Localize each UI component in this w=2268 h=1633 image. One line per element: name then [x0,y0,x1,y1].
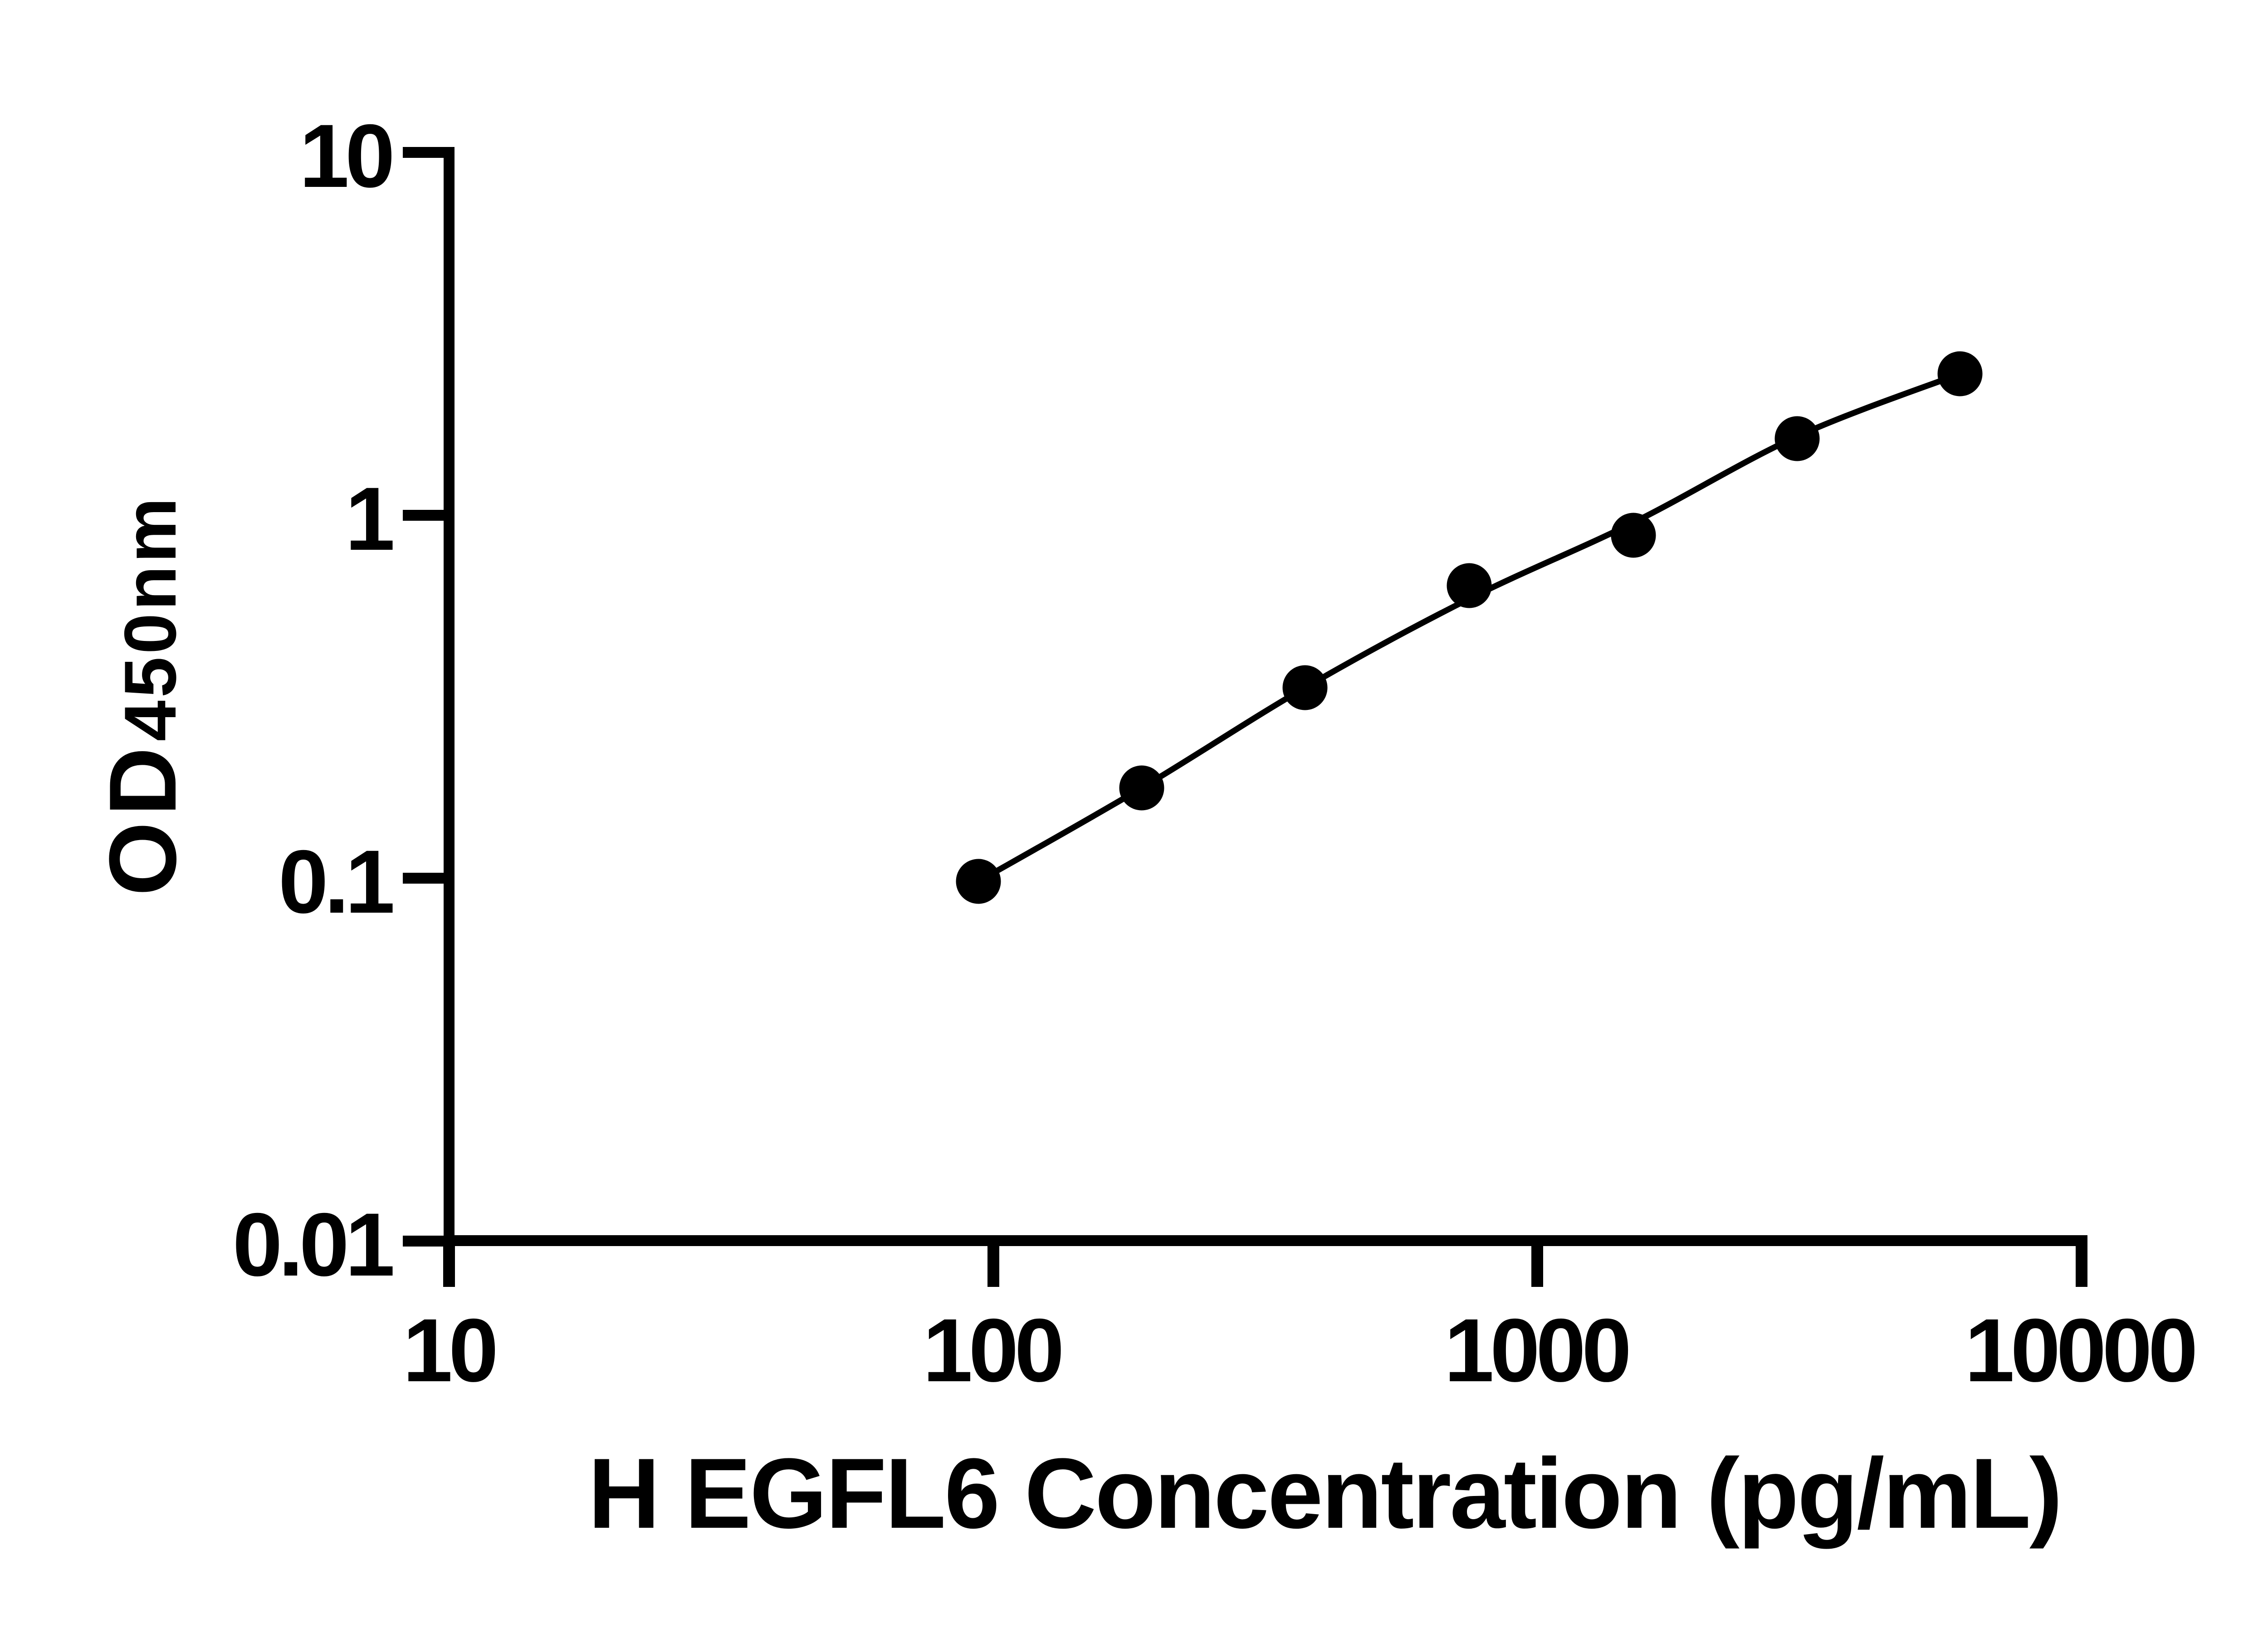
svg-text:H EGFL6 Concentration (pg/mL): H EGFL6 Concentration (pg/mL) [588,1437,2061,1549]
svg-text:OD450nm: OD450nm [89,495,196,896]
svg-text:1000: 1000 [1444,1300,1628,1400]
svg-text:0.01: 0.01 [233,1194,393,1295]
svg-text:0.1: 0.1 [279,831,393,932]
svg-text:10000: 10000 [1965,1300,2194,1400]
svg-text:10: 10 [299,106,391,206]
svg-text:10: 10 [403,1300,495,1400]
svg-text:100: 100 [923,1300,1061,1400]
svg-text:1: 1 [345,469,393,569]
